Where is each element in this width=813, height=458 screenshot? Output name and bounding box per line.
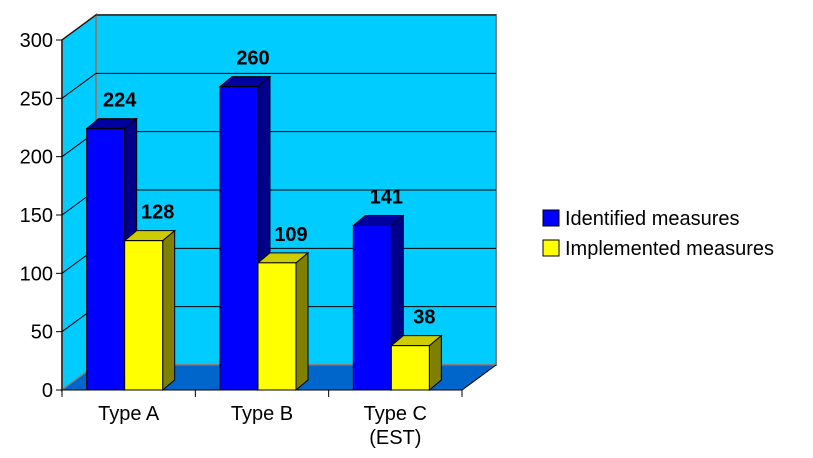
- y-tick-label: 200: [20, 147, 53, 169]
- data-label: 260: [236, 48, 269, 70]
- category-label: Type C: [364, 403, 427, 425]
- x-axis-depth-line: [461, 364, 497, 391]
- data-label: 224: [103, 90, 137, 112]
- legend-label: Implemented measures: [565, 238, 774, 260]
- y-tick-label: 250: [20, 88, 53, 110]
- legend-swatch: [542, 209, 560, 227]
- bar-side: [295, 251, 309, 392]
- data-label: 109: [274, 224, 307, 246]
- gridline-side: [61, 72, 97, 99]
- data-labels: 224 260 141 128 109 38: [103, 48, 435, 329]
- bar: [352, 225, 392, 391]
- category-label: Type B: [231, 403, 293, 425]
- gridline-side: [61, 14, 97, 41]
- legend-swatch: [542, 239, 560, 257]
- bar: [86, 128, 126, 391]
- bar: [257, 262, 297, 391]
- bar: [390, 345, 430, 391]
- y-tick-label: 0: [42, 380, 53, 402]
- category-label: Type A: [98, 403, 160, 425]
- bars: [85, 75, 443, 392]
- legend: Identified measures Implemented measures: [542, 208, 774, 260]
- y-axis: 0 50 100 150 200 250 300: [20, 30, 63, 402]
- x-axis: Type A Type B Type C(EST): [61, 364, 497, 449]
- category-label: (EST): [369, 427, 421, 449]
- y-tick-label: 150: [20, 205, 53, 227]
- y-tick-label: 300: [20, 30, 53, 52]
- data-label: 128: [141, 202, 174, 224]
- bar: [219, 86, 259, 391]
- y-tick-label: 50: [31, 322, 53, 344]
- bar-side: [162, 229, 176, 392]
- data-label: 38: [413, 307, 435, 329]
- bar: [124, 240, 164, 391]
- legend-label: Identified measures: [565, 208, 740, 230]
- y-tick-label: 100: [20, 263, 53, 285]
- data-label: 141: [370, 187, 403, 209]
